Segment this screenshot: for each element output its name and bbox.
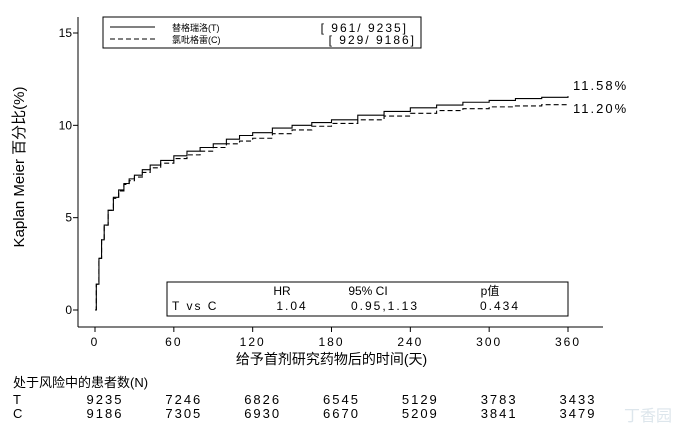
legend-counts-1: [ 929/ 9186] [329, 33, 416, 47]
y-tick-label: 15 [59, 26, 73, 40]
y-tick-label: 5 [65, 211, 72, 225]
x-tick-label: 180 [318, 335, 344, 349]
x-tick-label: 60 [165, 335, 182, 349]
watermark-logo: 丁香园 [623, 408, 672, 425]
x-tick-label: 120 [240, 335, 266, 349]
end-label-ticagrelor: 11.58% [573, 78, 628, 93]
stats-value-2: 0.434 [480, 299, 520, 313]
legend: 替格瑞洛(T) [ 961/ 9235] 氯吡格雷(C) [ 929/ 9186] [102, 16, 422, 49]
stats-value-1: 0.95,1.13 [351, 299, 419, 313]
stats-box-frame [166, 281, 569, 317]
x-tick-label: 360 [555, 335, 581, 349]
series-line-clopidogrel [95, 103, 569, 311]
x-axis-title: 给予首剂研究药物后的时间(天) [236, 351, 427, 367]
series-line-ticagrelor [95, 96, 569, 311]
x-tick-label: 300 [476, 335, 502, 349]
stats-value-0: 1.04 [276, 299, 307, 313]
stats-row-label: T vs C [172, 299, 218, 313]
x-tick-label: 240 [397, 335, 423, 349]
legend-label-1: 氯吡格雷(C) [172, 34, 221, 45]
stats-header-1: 95% CI [348, 284, 387, 298]
curves [95, 96, 569, 311]
legend-label-0: 替格瑞洛(T) [172, 22, 220, 33]
stats-header-0: HR [273, 284, 291, 298]
stats-header-2: p值 [481, 283, 500, 298]
y-tick-label: 10 [59, 118, 73, 132]
labels: 11.58% 11.20% [573, 78, 628, 116]
y-axis-title: Kaplan Meier 百分比(%) [11, 87, 28, 248]
legend-counts-0: [ 961/ 9235] [321, 21, 408, 35]
x-tick-label: 0 [91, 335, 100, 349]
stats-box: HR 95% CI p值 T vs C 1.04 0.95,1.13 0.434 [166, 281, 569, 317]
y-tick-label: 0 [65, 303, 72, 317]
end-label-clopidogrel: 11.20% [573, 101, 628, 116]
legend-box [102, 16, 422, 49]
axes: 0 60 120 180 240 300 360 0 5 10 15 Kaplan Meier 百分比… [11, 17, 603, 367]
